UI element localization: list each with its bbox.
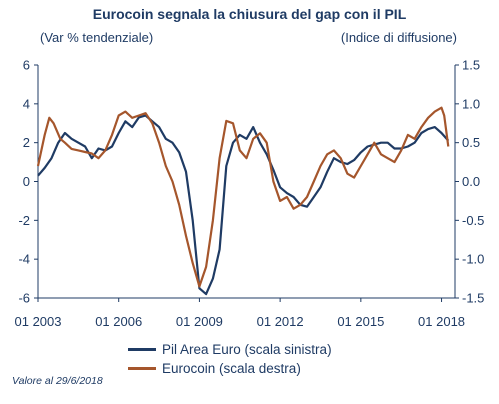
legend-swatch-eurocoin [128, 367, 156, 370]
x-tick-label: 01 2003 [15, 314, 62, 329]
left-axis-label: (Var % tendenziale) [40, 30, 154, 45]
legend-item-eurocoin: Eurocoin (scala destra) [128, 359, 332, 378]
y-left-tick-label: 4 [23, 96, 30, 111]
x-tick-label: 01 2012 [257, 314, 304, 329]
right-axis-label: (Indice di diffusione) [340, 30, 457, 45]
y-right-tick-label: -1.5 [462, 291, 484, 306]
y-right-tick-label: 0.0 [462, 174, 480, 189]
y-right-tick-label: 0.5 [462, 135, 480, 150]
x-tick-label: 01 2009 [176, 314, 223, 329]
legend-label-pil: Pil Area Euro (scala sinistra) [162, 342, 332, 357]
x-tick-label: 01 2006 [95, 314, 142, 329]
y-left-tick-label: -2 [18, 213, 30, 228]
legend-swatch-pil [128, 348, 156, 351]
x-tick-label: 01 2015 [337, 314, 384, 329]
y-left-tick-label: -6 [18, 291, 30, 306]
x-tick-label: 01 2018 [418, 314, 465, 329]
legend-item-pil: Pil Area Euro (scala sinistra) [128, 340, 332, 359]
series-line-eurocoin [36, 106, 450, 288]
series-line-pil [37, 114, 450, 296]
y-left-tick-label: -4 [18, 252, 30, 267]
y-left-tick-label: 0 [23, 174, 30, 189]
y-right-tick-label: -1.0 [462, 252, 484, 267]
legend-label-eurocoin: Eurocoin (scala destra) [162, 361, 301, 376]
y-right-tick-label: 1.0 [462, 96, 480, 111]
y-right-tick-label: 1.5 [462, 58, 480, 73]
y-right-tick-label: -0.5 [462, 213, 484, 228]
data-note: Valore al 29/6/2018 [12, 375, 103, 387]
legend: Pil Area Euro (scala sinistra) Eurocoin … [128, 340, 332, 378]
y-left-tick-label: 2 [23, 135, 30, 150]
chart-title: Eurocoin segnala la chiusura del gap con… [92, 6, 407, 22]
y-left-tick-label: 6 [23, 58, 30, 73]
